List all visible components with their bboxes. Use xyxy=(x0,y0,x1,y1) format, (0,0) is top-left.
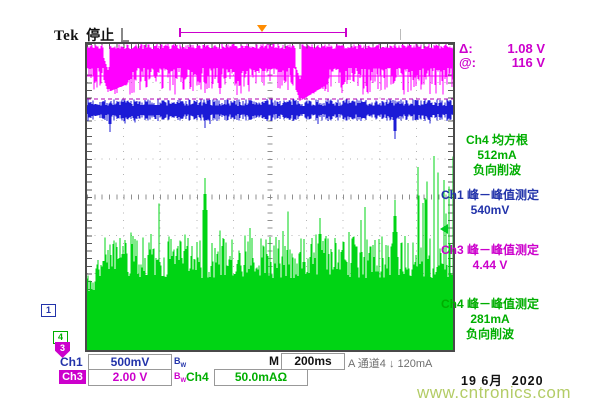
at-value: 116 V xyxy=(511,55,545,70)
ch1-bandwidth-limit-icon: BW xyxy=(174,356,187,369)
meas-value: 4.44 V xyxy=(472,258,508,272)
cursor-readout: Δ: 1.08 V @: 116 V xyxy=(459,42,545,70)
timebase-readout: 200ms xyxy=(281,353,345,370)
delta-label: Δ: xyxy=(459,41,473,56)
ch3-label: Ch3 xyxy=(59,370,86,384)
measurement-ch4-pkpk: Ch4 峰－峰值测定 281mA 负向削波 xyxy=(415,297,565,342)
reference-tick2-icon xyxy=(400,29,401,40)
meas-name: 峰－峰值测定 xyxy=(467,188,540,202)
trigger-level-icon xyxy=(440,224,448,234)
meas-channel: Ch4 xyxy=(440,297,464,311)
timebase-label: M xyxy=(269,354,279,368)
trigger-source-readout: A 通道4 ↓ 120mA xyxy=(348,358,433,370)
ch3-scale-readout: 2.00 V xyxy=(88,369,172,386)
ch4-scale-readout: 50.0mAΩ xyxy=(214,369,308,386)
meas-name: 均方根 xyxy=(492,133,529,147)
reference-tick-icon xyxy=(121,28,129,42)
waveform-canvas xyxy=(87,44,453,350)
tek-logo: Tek xyxy=(54,28,80,44)
at-label: @: xyxy=(459,55,477,70)
meas-value: 512mA xyxy=(477,148,517,162)
ch1-label: Ch1 xyxy=(60,355,83,369)
meas-note: 负向削波 xyxy=(465,327,514,341)
ch3-ground-marker: 3 xyxy=(55,342,70,358)
meas-channel: Ch4 xyxy=(465,133,489,147)
measurement-ch1-pkpk: Ch1 峰－峰值测定 540mV xyxy=(415,188,565,218)
delta-row: Δ: 1.08 V xyxy=(459,42,545,56)
ch3-bandwidth-limit-icon: BW xyxy=(174,371,187,384)
trigger-position-icon xyxy=(257,25,267,32)
delta-value: 1.08 V xyxy=(507,41,545,56)
stop-status-label: 停止 xyxy=(86,27,115,43)
ch1-scale-readout: 500mV xyxy=(88,354,172,371)
meas-name: 峰－峰值测定 xyxy=(467,243,540,257)
acquisition-status: Tek 停止 xyxy=(54,25,114,45)
measurement-ch4-rms: Ch4 均方根 512mA 负向削波 xyxy=(422,133,572,178)
meas-channel: Ch3 xyxy=(440,243,464,257)
meas-channel: Ch1 xyxy=(440,188,464,202)
meas-value: 281mA xyxy=(470,312,510,326)
scope-display xyxy=(85,42,455,352)
meas-note: 负向削波 xyxy=(472,163,521,177)
ch1-ground-marker: 1 xyxy=(41,304,56,317)
bracket-left-end xyxy=(179,28,181,37)
at-row: @: 116 V xyxy=(459,56,545,70)
watermark: www.cntronics.com xyxy=(417,383,571,402)
ch4-label: Ch4 xyxy=(186,370,209,384)
cursor-region-bracket xyxy=(180,32,346,33)
date-readout: 19 6月 2020 xyxy=(461,374,544,388)
measurement-ch3-pkpk: Ch3 峰－峰值测定 4.44 V xyxy=(415,243,565,273)
bracket-right-end xyxy=(345,28,347,37)
meas-value: 540mV xyxy=(470,203,510,217)
meas-name: 峰－峰值测定 xyxy=(467,297,540,311)
